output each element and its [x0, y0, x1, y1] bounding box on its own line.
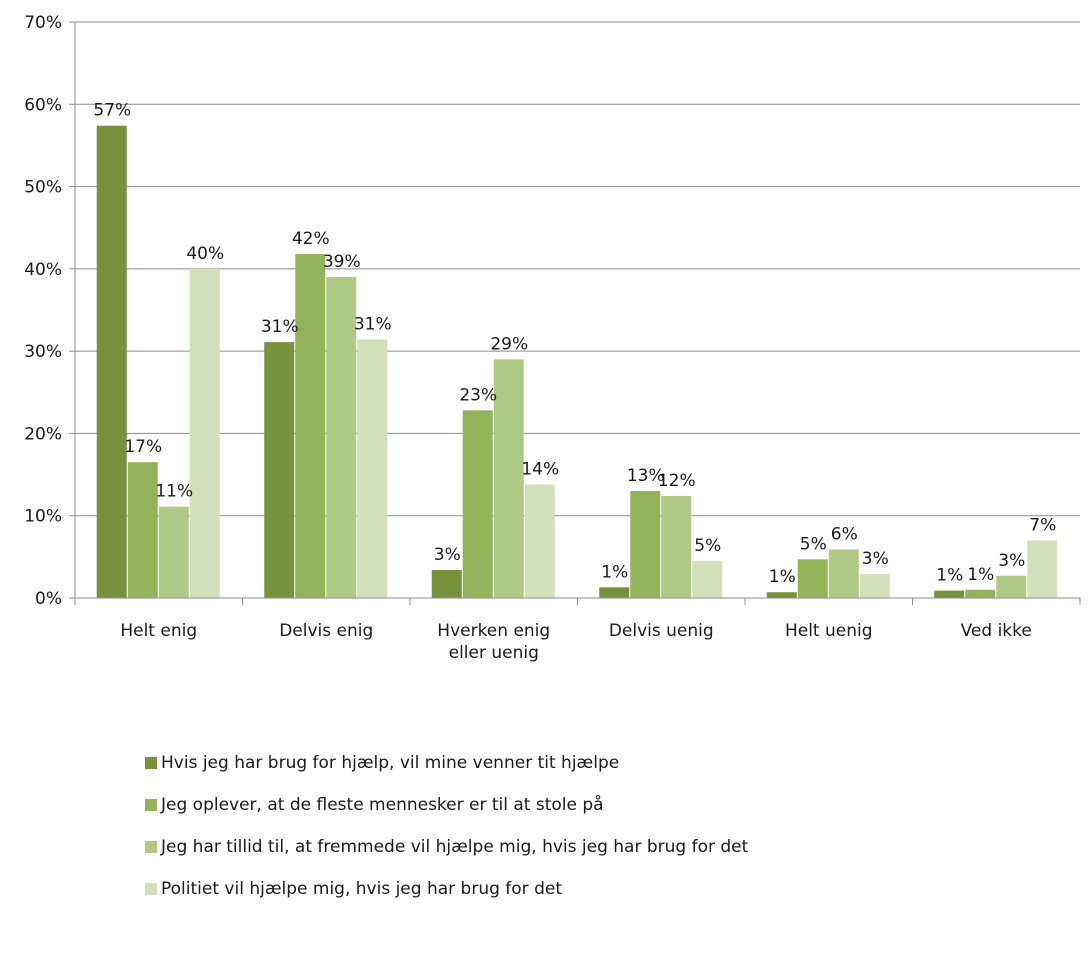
- bars: [96, 125, 1058, 599]
- bar: [357, 339, 388, 598]
- bar: [766, 592, 797, 598]
- data-label: 6%: [831, 524, 858, 544]
- legend-item: Hvis jeg har brug for hjælp, vil mine ve…: [145, 742, 748, 784]
- data-label: 13%: [627, 466, 665, 486]
- data-label: 17%: [124, 437, 162, 457]
- y-tick-label: 60%: [24, 95, 62, 115]
- bar: [996, 575, 1027, 598]
- legend-item: Jeg oplever, at de fleste mennesker er t…: [145, 784, 748, 826]
- y-tick-label: 30%: [24, 342, 62, 362]
- legend-item: Politiet vil hjælpe mig, hvis jeg har br…: [145, 868, 748, 910]
- data-label: 14%: [521, 459, 559, 479]
- data-label: 1%: [967, 565, 994, 585]
- data-label: 31%: [354, 315, 392, 335]
- bar: [127, 462, 158, 598]
- y-tick-label: 40%: [24, 260, 62, 280]
- data-label: 31%: [261, 317, 299, 337]
- y-tick-label: 70%: [24, 13, 62, 33]
- bar: [462, 410, 493, 598]
- y-axis-tick-labels: 0% 10% 20% 30% 40% 50% 60% 70%: [24, 13, 62, 609]
- legend-swatch: [145, 799, 157, 811]
- bar: [692, 560, 723, 598]
- bar: [158, 506, 189, 598]
- axes: [74, 22, 1081, 605]
- bar: [965, 589, 996, 598]
- data-label: 3%: [998, 551, 1025, 571]
- data-labels: 57%31%3%1% 1% 1%17%42%23%13%5%1%11%39%29%1…: [93, 101, 1056, 588]
- bar: [493, 359, 524, 598]
- data-label: 1%: [769, 567, 796, 587]
- legend-label: Jeg har tillid til, at fremmede vil hjæl…: [161, 837, 749, 857]
- gridlines: [69, 21, 1080, 599]
- bar: [599, 587, 630, 598]
- data-label: 1%: [936, 566, 963, 586]
- x-tick-label: Helt uenig: [785, 621, 873, 641]
- bar: [431, 570, 462, 598]
- legend-label: Hvis jeg har brug for hjælp, vil mine ve…: [161, 753, 620, 773]
- x-tick-label: Delvis enig: [279, 621, 373, 641]
- bar: [189, 268, 220, 598]
- data-label: 29%: [490, 334, 528, 354]
- x-tick-label: Delvis uenig: [609, 621, 714, 641]
- data-label: 5%: [800, 534, 827, 554]
- data-label: 57%: [93, 101, 131, 121]
- legend-swatch: [145, 883, 157, 895]
- bar: [797, 559, 828, 598]
- bar: [661, 495, 692, 598]
- data-label: 23%: [459, 385, 497, 405]
- data-label: 5%: [694, 536, 721, 556]
- y-tick-label: 50%: [24, 178, 62, 198]
- bar-chart: 0%10%20%30%40%50%60%70% 57%31%3%1% 1% 1%17…: [24, 13, 1081, 663]
- data-label: 1%: [601, 562, 628, 582]
- data-label: 3%: [434, 545, 461, 565]
- legend-swatch: [145, 757, 157, 769]
- bar: [96, 125, 127, 599]
- bar: [264, 342, 295, 598]
- bar: [828, 549, 859, 598]
- data-label: 42%: [292, 229, 330, 249]
- y-tick-label: 20%: [24, 424, 62, 444]
- data-label: 12%: [658, 471, 696, 491]
- legend-label: Politiet vil hjælpe mig, hvis jeg har br…: [161, 879, 562, 899]
- y-tick-label: 10%: [24, 507, 62, 527]
- x-tick-label: Hverken enig eller uenig: [437, 621, 550, 663]
- bar: [630, 491, 661, 598]
- legend-label: Jeg oplever, at de fleste mennesker er t…: [161, 795, 604, 815]
- data-label: 3%: [862, 549, 889, 569]
- bar: [934, 590, 965, 598]
- bar: [859, 574, 890, 598]
- data-label: 11%: [155, 482, 193, 502]
- x-axis-tick-labels: Helt enig Delvis enig Hverken enig eller ue…: [120, 621, 1032, 663]
- bar: [1027, 540, 1058, 598]
- x-tick-label: Helt enig: [120, 621, 197, 641]
- x-tick-label: Ved ikke: [961, 621, 1032, 641]
- data-label: 40%: [186, 244, 224, 264]
- bar: [326, 277, 357, 598]
- legend-item: Jeg har tillid til, at fremmede vil hjæl…: [145, 826, 748, 868]
- data-label: 39%: [323, 252, 361, 272]
- data-label: 7%: [1029, 515, 1056, 535]
- y-tick-label: 0%: [35, 589, 62, 609]
- bar: [524, 484, 555, 598]
- legend: Hvis jeg har brug for hjælp, vil mine ve…: [145, 742, 748, 910]
- bar: [295, 254, 326, 598]
- legend-swatch: [145, 841, 157, 853]
